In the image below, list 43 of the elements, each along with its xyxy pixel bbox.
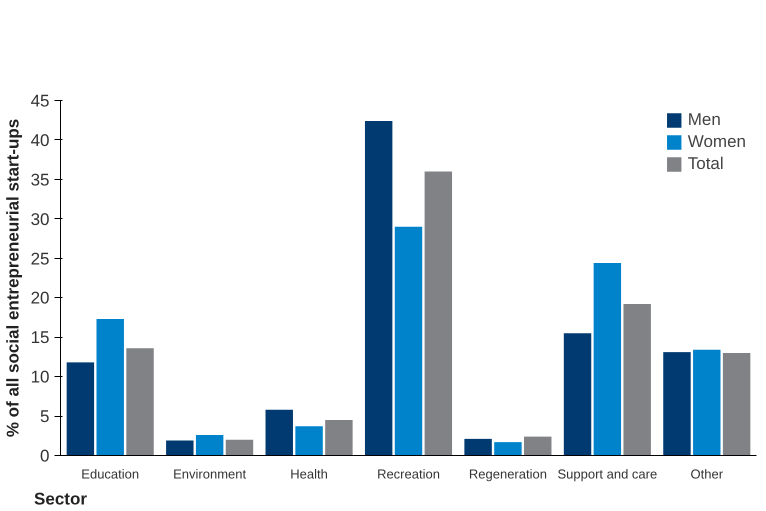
y-axis-title: % of all social entrepreneurial start-ups <box>4 118 23 438</box>
x-tick-label: Regeneration <box>468 466 547 482</box>
legend-label: Men <box>688 110 721 130</box>
bar <box>325 420 353 456</box>
bar <box>494 442 522 456</box>
bar <box>364 121 392 456</box>
bar <box>394 226 422 456</box>
y-tick-label: 25 <box>30 249 50 268</box>
legend-label: Total <box>688 154 724 174</box>
y-tick-label: 35 <box>30 170 50 190</box>
x-tick-label: Health <box>290 466 328 482</box>
bar <box>266 410 293 456</box>
y-tick-label: 0 <box>40 446 50 466</box>
bar <box>126 348 154 456</box>
y-tick-label: 20 <box>30 288 50 308</box>
x-tick-label: Recreation <box>377 466 440 482</box>
bar <box>722 352 750 456</box>
bar <box>464 438 492 456</box>
bar <box>166 440 194 456</box>
bar <box>693 350 721 456</box>
y-tick-label: 10 <box>30 368 50 387</box>
bar <box>196 434 224 456</box>
x-tick-label: Environment <box>173 466 247 482</box>
x-tick-label: Other <box>690 466 724 482</box>
y-tick-label: 45 <box>30 92 50 110</box>
bar <box>295 426 323 456</box>
bar <box>524 436 552 456</box>
bar <box>66 362 94 456</box>
x-axis-title: Sector <box>34 490 88 508</box>
bar <box>226 440 254 456</box>
bar <box>663 352 691 456</box>
bar <box>564 333 592 456</box>
legend-label: Women <box>688 132 746 152</box>
x-tick-label: Support and care <box>557 466 658 482</box>
y-tick-label: 15 <box>30 328 50 348</box>
y-tick-label: 40 <box>30 130 50 150</box>
y-tick-label: 30 <box>30 210 50 229</box>
y-tick-label: 5 <box>40 407 50 426</box>
bar <box>594 263 622 456</box>
bar <box>424 172 452 456</box>
x-tick-label: Education <box>81 466 140 482</box>
bar <box>623 304 651 456</box>
bar <box>96 319 124 456</box>
